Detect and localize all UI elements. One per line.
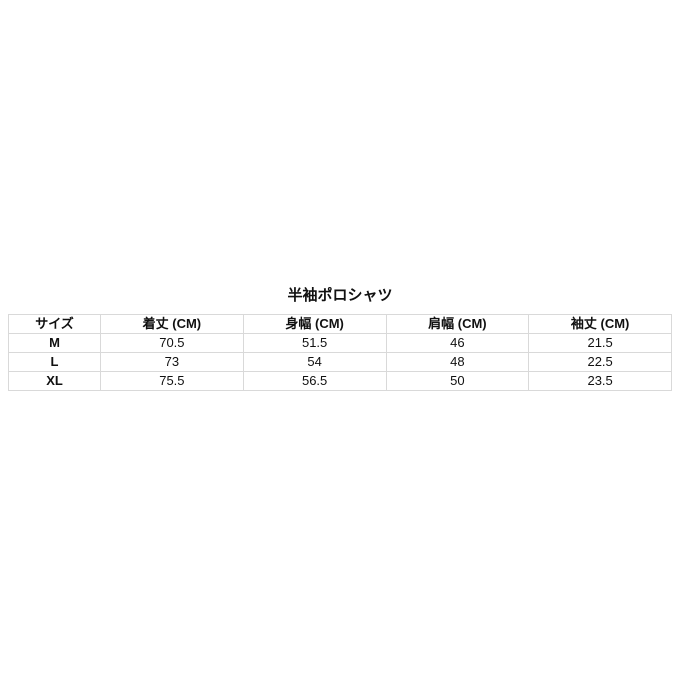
table-cell: 73 bbox=[100, 352, 244, 372]
column-header-size: サイズ bbox=[8, 314, 101, 334]
table-cell: 75.5 bbox=[100, 371, 244, 391]
table-row-l: L 73 54 48 22.5 bbox=[8, 352, 672, 372]
table-row-xl: XL 75.5 56.5 50 23.5 bbox=[8, 371, 672, 391]
table-cell: 48 bbox=[385, 352, 530, 372]
table-header-row: サイズ 着丈 (CM) 身幅 (CM) 肩幅 (CM) 袖丈 (CM) bbox=[8, 314, 672, 334]
size-label: XL bbox=[8, 371, 101, 391]
size-chart-table: サイズ 着丈 (CM) 身幅 (CM) 肩幅 (CM) 袖丈 (CM) M 70… bbox=[8, 314, 672, 391]
table-cell: 56.5 bbox=[242, 371, 387, 391]
table-cell: 54 bbox=[242, 352, 387, 372]
column-header-body-width: 身幅 (CM) bbox=[242, 314, 387, 334]
column-header-shoulder-width: 肩幅 (CM) bbox=[385, 314, 530, 334]
column-header-sleeve-length: 袖丈 (CM) bbox=[528, 314, 672, 334]
table-cell: 50 bbox=[385, 371, 530, 391]
table-cell: 70.5 bbox=[100, 333, 244, 353]
size-chart-title: 半袖ポロシャツ bbox=[287, 287, 393, 304]
table-cell: 21.5 bbox=[528, 333, 672, 353]
size-label: L bbox=[8, 352, 101, 372]
table-cell: 51.5 bbox=[242, 333, 387, 353]
table-cell: 23.5 bbox=[528, 371, 672, 391]
table-cell: 46 bbox=[385, 333, 530, 353]
size-label: M bbox=[8, 333, 101, 353]
column-header-body-length: 着丈 (CM) bbox=[100, 314, 244, 334]
table-cell: 22.5 bbox=[528, 352, 672, 372]
table-row-m: M 70.5 51.5 46 21.5 bbox=[8, 333, 672, 353]
